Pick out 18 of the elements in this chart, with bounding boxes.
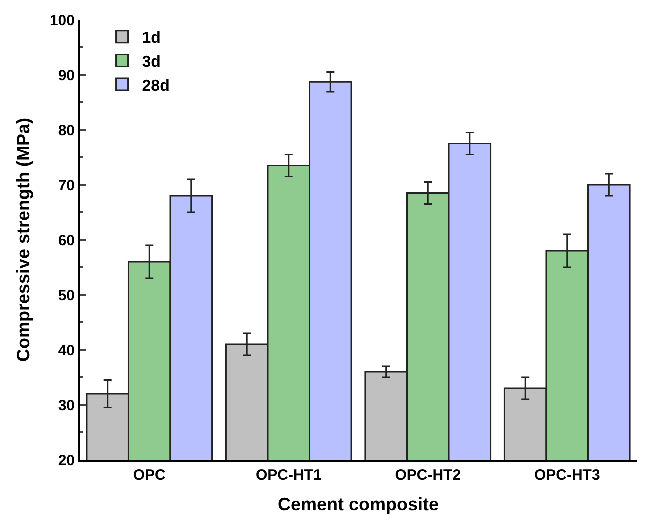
y-tick-label: 80 — [58, 122, 75, 140]
y-tick-label: 90 — [58, 67, 75, 84]
x-axis-title: Cement composite — [278, 494, 440, 515]
legend-label: 1d — [142, 30, 161, 48]
y-tick-label: 20 — [58, 452, 75, 470]
y-tick-label: 30 — [58, 397, 75, 414]
x-tick-label: OPC-HT2 — [395, 467, 462, 484]
y-tick-label: 100 — [50, 12, 75, 30]
x-tick-label: OPC-HT1 — [256, 467, 322, 484]
legend-label: 3d — [142, 54, 161, 71]
x-tick-label: OPC-HT3 — [534, 467, 600, 484]
y-tick-label: 60 — [58, 232, 75, 250]
legend-label: 28d — [142, 78, 170, 95]
y-tick-label: 40 — [58, 342, 75, 360]
y-tick-label: 50 — [58, 287, 75, 304]
y-axis-title: Compressive strength (MPa) — [14, 118, 34, 362]
y-tick-label: 70 — [58, 177, 75, 194]
x-tick-label: OPC — [133, 467, 166, 484]
